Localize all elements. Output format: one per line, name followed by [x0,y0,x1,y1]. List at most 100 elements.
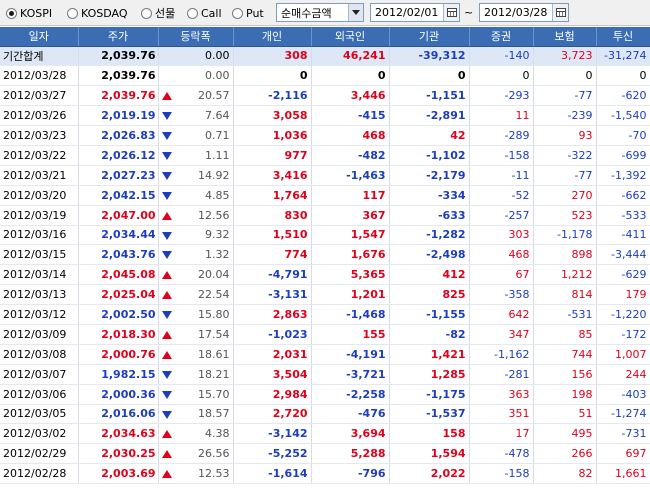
cell-change-value: 12.53 [198,467,230,481]
table-row[interactable]: 2012/03/19 2,047.00 12.56 830 367 -633 -257 523… [0,205,650,226]
col-header-price[interactable]: 주가 [78,27,159,47]
table-row[interactable]: 2012/03/12 2,002.50 15.80 2,863 -1,468 -1,155… [0,304,650,325]
end-date-field[interactable]: 2012/03/28 [479,3,569,22]
table-row[interactable]: 2012/03/07 1,982.15 18.21 3,504 -3,721 1,285 -… [0,364,650,385]
cell-institution-value: -1,537 [426,407,466,421]
cell-securities-value: 363 [508,387,530,401]
table-row[interactable]: 2012/03/22 2,026.12 1.11 977 -482 -1,102 -158 -… [0,145,650,166]
cell-date: 2012/03/16 [0,225,79,246]
dropdown-arrow-button[interactable] [348,4,363,21]
radio-call[interactable]: Call [187,5,222,21]
table-row[interactable]: 2012/03/13 2,025.04 22.54 -3,131 1,201 825 -35… [0,284,650,306]
radio-kospi[interactable]: KOSPI [6,5,52,21]
cell-securities-value: -358 [504,288,530,302]
cell-trust: -1,274 [596,404,650,425]
radio-put[interactable]: Put [232,5,264,21]
table-row-total[interactable]: 기간합계 2,039.76 0.00 308 46,241 -39,312 -140 3,72… [0,46,650,67]
radio-dot-icon [67,7,78,19]
cell-change-value: 0.71 [205,129,230,142]
col-header-individual[interactable]: 개인 [233,27,312,47]
cell-price-value: 2,018.30 [101,327,156,341]
start-date-field[interactable]: 2012/02/01 [370,3,460,22]
table-row[interactable]: 2012/03/14 2,045.08 20.04 -4,791 5,365 412 67 1… [0,264,650,286]
cell-trust-value: 697 [625,447,647,461]
cell-insurance: 85 [533,324,597,345]
cell-securities-value: -1,162 [494,347,530,361]
cell-securities-value: -289 [504,129,530,142]
cell-date-value: 2012/03/20 [3,188,67,202]
cell-date: 2012/03/05 [0,404,79,425]
table-row[interactable]: 2012/03/16 2,034.44 9.32 1,510 1,547 -1,282 30… [0,225,650,246]
cell-individual: 3,058 [233,105,312,127]
col-header-insurance[interactable]: 보험 [533,27,597,47]
cell-institution-value: 412 [442,268,466,282]
cell-individual-value: -1,614 [268,467,308,481]
table-row[interactable]: 2012/03/08 2,000.76 18.61 2,031 -4,191 1,421 -… [0,344,650,365]
cell-foreign: 1,547 [311,225,390,246]
radio-futures[interactable]: 선물 [141,5,175,21]
cell-trust-value: -699 [621,148,647,162]
cell-price-value: 2,030.25 [101,447,156,461]
cell-trust-value: -662 [621,188,647,202]
cell-trust: -662 [596,185,650,206]
cell-foreign: 46,241 [311,46,390,67]
cell-date: 2012/03/28 [0,65,79,87]
up-triangle-icon [161,271,172,280]
cell-securities: 351 [469,404,534,425]
col-header-foreign[interactable]: 외국인 [311,27,390,47]
col-header-date[interactable]: 일자 [0,27,79,47]
cell-securities: 468 [469,244,534,266]
table-row[interactable]: 2012/02/28 2,003.69 12.53 -1,614 -796 2,022 -1… [0,463,650,485]
cell-securities-value: 642 [508,308,530,322]
cell-insurance: -531 [533,304,597,325]
up-triangle-icon [161,92,172,101]
cell-securities: 642 [469,304,534,325]
down-triangle-icon [161,112,172,121]
table-row[interactable]: 2012/03/09 2,018.30 17.54 -1,023 155 -82 347 85… [0,324,650,345]
col-header-change[interactable]: 등락폭 [158,27,234,47]
cell-date: 2012/03/26 [0,105,79,127]
end-date-calendar-button[interactable] [552,4,568,21]
col-header-institution[interactable]: 기관 [389,27,470,47]
cell-price-value: 2,026.12 [101,148,156,162]
cell-price: 2,026.12 [78,145,159,166]
table-row[interactable]: 2012/03/02 2,034.63 4.38 -3,142 3,694 158 17 49… [0,423,650,445]
start-date-calendar-button[interactable] [443,4,459,21]
col-header-trust[interactable]: 투신 [596,27,650,47]
cell-price: 2,043.76 [78,244,159,266]
table-row[interactable]: 2012/03/23 2,026.83 0.71 1,036 468 42 -289 93 -7… [0,125,650,146]
radio-kosdaq[interactable]: KOSDAQ [67,5,128,21]
col-header-securities[interactable]: 증권 [469,27,534,47]
cell-securities-value: -158 [504,148,530,162]
table-row[interactable]: 2012/03/15 2,043.76 1.32 774 1,676 -2,498 468 8… [0,244,650,266]
cell-price: 2,039.76 [78,85,159,107]
cell-trust: -629 [596,264,650,286]
cell-individual-value: -5,252 [268,447,308,461]
table-row[interactable]: 2012/03/05 2,016.06 18.57 2,720 -476 -1,537 35… [0,404,650,425]
cell-date: 2012/03/23 [0,125,79,146]
cell-insurance: 156 [533,364,597,385]
cell-securities: -358 [469,284,534,306]
table-row[interactable]: 2012/03/28 2,039.76 0.00 0 0 0 0 0 0 [0,65,650,87]
cell-institution: -1,155 [389,304,470,325]
cell-individual: -1,614 [233,463,312,485]
cell-insurance-value: 3,723 [561,49,593,63]
cell-price: 2,026.83 [78,125,159,146]
cell-individual: -2,116 [233,85,312,107]
cell-institution: 1,285 [389,364,470,385]
table-row[interactable]: 2012/03/20 2,042.15 4.85 1,764 117 -334 -52 270… [0,185,650,206]
cell-trust: -31,274 [596,46,650,67]
cell-change: 9.32 [158,225,234,246]
mode-select[interactable]: 순매수금액 [276,3,364,22]
table-row[interactable]: 2012/03/06 2,000.36 15.70 2,984 -2,258 -1,175… [0,384,650,405]
cell-insurance-value: 156 [571,367,593,381]
table-row[interactable]: 2012/03/27 2,039.76 20.57 -2,116 3,446 -1,151… [0,85,650,107]
table-row[interactable]: 2012/02/29 2,030.25 26.56 -5,252 5,288 1,594 -… [0,443,650,465]
table-row[interactable]: 2012/03/26 2,019.19 7.64 3,058 -415 -2,891 11 -… [0,105,650,127]
table-row[interactable]: 2012/03/21 2,027.23 14.92 3,416 -1,463 -2,179… [0,165,650,186]
cell-date: 2012/03/12 [0,304,79,325]
cell-individual: 774 [233,244,312,266]
cell-institution-value: 158 [442,427,466,441]
cell-institution: -1,537 [389,404,470,425]
cell-insurance-value: 198 [571,387,593,401]
